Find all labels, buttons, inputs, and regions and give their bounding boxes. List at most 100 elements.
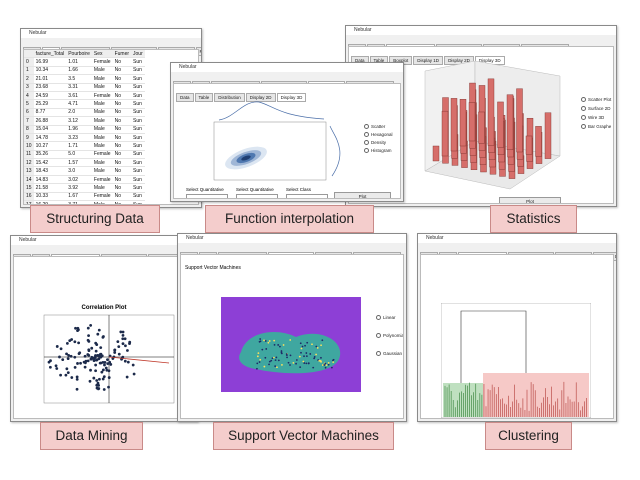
table-row: 1 10.34 1.66 Male No Sun bbox=[24, 66, 145, 76]
radio-option[interactable]: Histogram bbox=[364, 148, 392, 153]
radio-option[interactable]: Surface 2D bbox=[581, 106, 611, 111]
point bbox=[273, 343, 276, 346]
button[interactable]: Plot bbox=[334, 192, 391, 198]
table-cell: Sun bbox=[131, 192, 145, 202]
point bbox=[100, 370, 104, 374]
table-cell: Sun bbox=[131, 133, 145, 143]
table-cell: 6 bbox=[24, 108, 34, 118]
point bbox=[77, 341, 81, 345]
sub-tab[interactable]: Display 3D bbox=[276, 93, 307, 102]
radio-option[interactable]: Linear bbox=[376, 315, 396, 320]
point bbox=[107, 385, 110, 389]
point bbox=[76, 329, 79, 333]
table-cell: Female bbox=[91, 91, 113, 101]
table-cell: 1 bbox=[24, 66, 34, 76]
sub-tab[interactable]: Distribution bbox=[214, 93, 245, 102]
point bbox=[327, 362, 330, 364]
point bbox=[318, 359, 321, 362]
cluster-region bbox=[443, 383, 483, 417]
sub-tab[interactable]: Table bbox=[194, 93, 214, 102]
window-title: Nebular bbox=[346, 26, 616, 35]
select-label: Select Quantitative bbox=[186, 187, 224, 192]
point bbox=[306, 341, 309, 344]
point bbox=[78, 351, 82, 355]
point bbox=[305, 355, 308, 358]
radio-option[interactable]: Density bbox=[364, 140, 386, 145]
select-box[interactable] bbox=[236, 194, 278, 198]
point bbox=[70, 376, 74, 379]
point bbox=[49, 359, 52, 363]
point bbox=[256, 362, 259, 365]
table-cell: No bbox=[112, 116, 132, 126]
point bbox=[273, 339, 276, 342]
app-window: Nebular DataTableExplore QuantitativeExpl… bbox=[20, 28, 202, 208]
radio-option[interactable]: Wire 3D bbox=[581, 115, 604, 120]
point bbox=[104, 366, 108, 370]
table-cell: 16.29 bbox=[33, 200, 67, 204]
point bbox=[287, 361, 290, 364]
bar-3d bbox=[478, 111, 485, 144]
table-cell: 15.04 bbox=[33, 125, 67, 134]
app-window: Nebular DataTableExplore QuantitativeExpl… bbox=[177, 233, 407, 422]
cluster-region bbox=[483, 373, 589, 417]
point bbox=[98, 377, 101, 381]
sub-tab[interactable]: Display 2D bbox=[245, 93, 276, 102]
sub-tab[interactable]: Data bbox=[176, 93, 194, 102]
tab-bar: DataTableExplore QuantitativeExplore Qua… bbox=[173, 74, 401, 90]
select-box[interactable] bbox=[286, 194, 328, 198]
caption: Function interpolation bbox=[205, 205, 374, 233]
panel-heading: Support Vector Machines bbox=[185, 265, 241, 271]
radio-option[interactable]: Polynomial bbox=[376, 333, 403, 338]
point bbox=[92, 359, 96, 363]
table-row: 3 23.68 3.31 Male No Sun bbox=[24, 83, 145, 92]
tab-bar: DataTableExplore QuantitativeExplore Qua… bbox=[420, 245, 616, 261]
dendrogram-link bbox=[460, 310, 527, 383]
caption: Structuring Data bbox=[30, 205, 160, 233]
select-box[interactable] bbox=[186, 194, 228, 198]
table-cell: No bbox=[112, 108, 132, 118]
point bbox=[64, 373, 68, 377]
point bbox=[282, 344, 285, 346]
table-cell: Sun bbox=[131, 116, 145, 126]
plot bbox=[441, 303, 591, 418]
column-header: Sex bbox=[91, 50, 113, 59]
sub-tab-bar: Data Table Distribution Display 2D Display 3… bbox=[176, 86, 307, 104]
table-row: 14 14.83 3.02 Female No Sun bbox=[24, 175, 145, 185]
table-cell: 25.29 bbox=[33, 99, 67, 109]
app-window: Nebular DataTableExplore QuantitativeExpl… bbox=[170, 62, 404, 202]
table-row: 16 10.33 1.67 Female No Sun bbox=[24, 192, 145, 202]
point bbox=[285, 353, 288, 355]
table-cell: 10 bbox=[24, 141, 34, 151]
point bbox=[259, 338, 262, 340]
point bbox=[106, 358, 109, 362]
point bbox=[66, 371, 70, 375]
table-cell: 1.96 bbox=[66, 125, 92, 134]
table-cell: 3.12 bbox=[66, 116, 92, 126]
table-cell: Sun bbox=[131, 99, 145, 109]
point bbox=[124, 344, 127, 348]
table-cell: Sun bbox=[131, 150, 145, 160]
sub-tab[interactable]: Display 1D bbox=[413, 56, 444, 65]
marginal-curve bbox=[329, 125, 341, 177]
button[interactable]: Plot bbox=[499, 197, 561, 203]
radio-option[interactable]: Gaussian bbox=[376, 351, 402, 356]
point bbox=[264, 356, 267, 359]
radio-option[interactable]: Bar Graphe bbox=[581, 124, 611, 129]
point bbox=[259, 358, 262, 361]
radio-option[interactable]: Scatter bbox=[364, 124, 385, 129]
radio-option[interactable]: Scatter Plot bbox=[581, 97, 611, 102]
point bbox=[54, 364, 58, 368]
point bbox=[69, 354, 73, 358]
table-cell: 14 bbox=[24, 175, 34, 185]
radio-option[interactable]: Hexagonal bbox=[364, 132, 393, 137]
point bbox=[274, 365, 277, 368]
point bbox=[276, 366, 278, 369]
table-cell: Sun bbox=[131, 91, 145, 101]
plot-area bbox=[213, 121, 327, 181]
caption: Support Vector Machines bbox=[213, 422, 394, 450]
point bbox=[258, 340, 261, 343]
point bbox=[65, 352, 68, 356]
point bbox=[107, 369, 111, 373]
table-cell: No bbox=[112, 141, 132, 151]
point bbox=[117, 345, 121, 349]
